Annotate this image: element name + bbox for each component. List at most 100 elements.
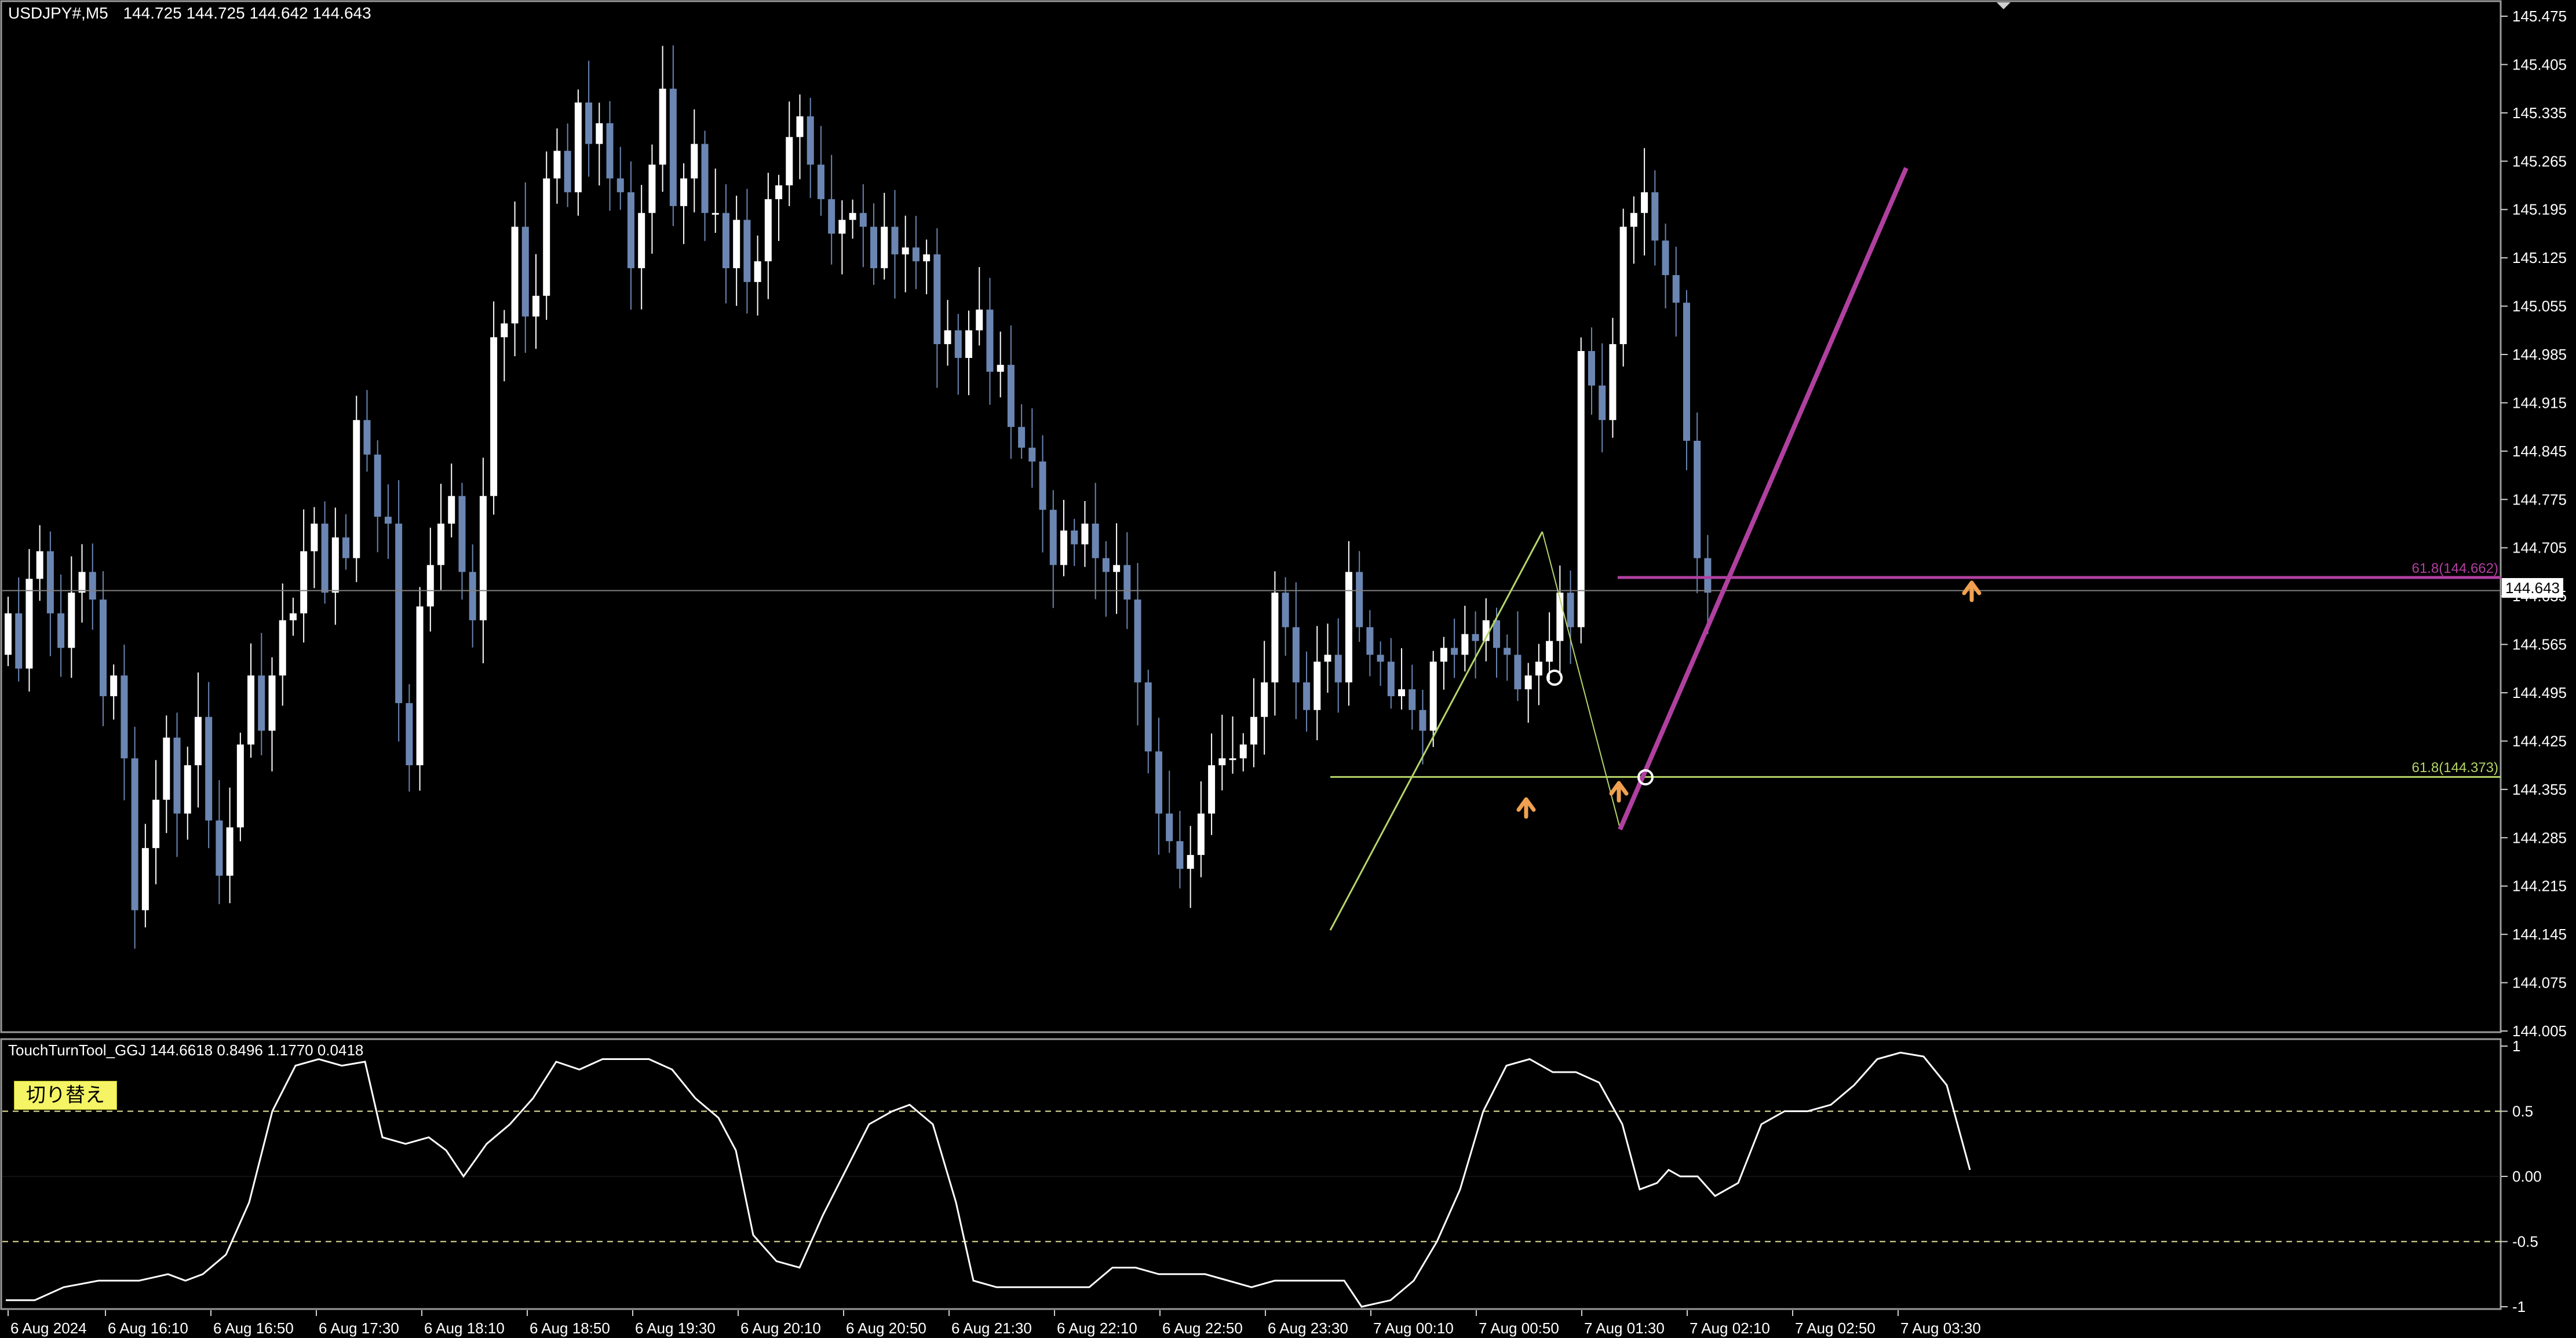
candle-body [553,151,561,179]
time-tick-label: 7 Aug 00:50 [1479,1319,1559,1337]
candle-body [1535,661,1542,676]
candle-body [448,496,455,524]
indicator-panel: 1 0.5 0.00 -0.5 -1 [2,1037,2542,1315]
candle-body [669,89,677,206]
touch-circle-icon [1546,670,1563,686]
candle-body [163,737,170,800]
candle-body [954,330,962,358]
candle-body [775,185,783,199]
candle-body [1197,813,1205,856]
candle-body [1609,344,1617,421]
time-tick-label: 6 Aug 22:10 [1057,1319,1137,1337]
candle-body [1303,682,1311,710]
candle-body [1672,275,1680,303]
candle-body [849,213,856,220]
candle-body [268,675,276,731]
indicator-tick-label: 0.00 [2512,1168,2542,1185]
candle-body [1292,627,1300,683]
price-tick-label: 144.705 [2512,539,2567,557]
candle-body [141,848,149,911]
candle-body [711,213,719,215]
symbol-label: USDJPY#,M5 [8,4,108,22]
buy-arrow-icon [1962,580,1982,602]
price-tick-label: 144.915 [2512,394,2567,411]
candlestick-series [5,45,1712,949]
candle-body [944,330,951,345]
candle-body [99,599,107,696]
candle-body [1324,655,1331,662]
time-tick-label: 6 Aug 17:30 [319,1319,399,1337]
svg-text:USDJPY#,M5 144.725 144.725: USDJPY#,M5 144.725 144.725 144.642 144.6… [8,4,371,22]
candle-body [1619,226,1627,345]
candle-body [1028,447,1036,462]
price-tick-label: 144.775 [2512,491,2567,508]
candle-body [1007,364,1015,427]
candle-body [479,496,487,620]
buy-arrow-icon [1609,781,1629,803]
candle-body [501,323,508,338]
time-tick-label: 6 Aug 2024 [10,1319,87,1337]
candle-body [616,178,624,192]
candle-body [1187,855,1194,869]
candle-body [121,675,128,759]
candle-body [1694,440,1701,558]
trend-line-green-down [1542,531,1621,829]
candle-body [870,226,878,269]
price-tick-label: 145.475 [2512,8,2567,25]
time-tick-label: 6 Aug 22:50 [1162,1319,1243,1337]
price-tick-label: 144.285 [2512,829,2567,846]
current-price-label: 144.643 [2505,579,2560,597]
candle-body [458,496,466,572]
price-tick-label: 145.195 [2512,201,2567,218]
toggle-button[interactable]: 切り替え [14,1081,117,1110]
candle-body [236,744,244,828]
time-tick-label: 7 Aug 01:30 [1584,1319,1665,1337]
price-tick-label: 144.005 [2512,1022,2567,1040]
indicator-tick-label: 0.5 [2512,1103,2533,1120]
candle-body [384,517,392,524]
candle-body [754,261,761,282]
price-tick-label: 144.845 [2512,443,2567,460]
candle-body [564,151,571,192]
candle-body [311,524,318,551]
candle-body [1524,675,1532,690]
candle-body [1123,565,1131,600]
candle-body [184,765,191,814]
candle-body [5,613,12,655]
candle-body [733,220,740,269]
candle-body [891,226,899,255]
indicator-line [6,1051,1971,1308]
candle-body [68,593,75,648]
indicator-title: TouchTurnTool_GGJ 144.6618 0.8496 1.1770… [8,1041,363,1059]
candle-body [1630,213,1637,227]
time-tick-label: 7 Aug 00:10 [1373,1319,1454,1337]
candle-body [1218,758,1226,766]
trend-line-green-up [1329,531,1544,931]
main-chart-frame [0,0,2502,1033]
candle-body [395,524,403,703]
time-tick-label: 6 Aug 21:30 [951,1319,1032,1337]
candle-body [1461,634,1469,655]
candle-body [859,213,867,227]
candle-body [1155,751,1162,814]
price-tick-label: 144.495 [2512,684,2567,701]
candle-body [1683,302,1690,441]
candle-body [152,799,160,849]
scroll-marker-icon[interactable] [1997,2,2011,9]
candle-body [1419,710,1426,731]
candle-body [1451,648,1458,655]
candle-body [131,758,138,911]
candle-body [331,537,339,593]
time-tick-label: 6 Aug 19:30 [635,1319,716,1337]
trend-line-magenta [1618,167,1909,831]
candle-body [1081,524,1089,544]
time-tick-label: 6 Aug 18:10 [424,1319,505,1337]
candle-body [57,613,65,648]
indicator-tick-label: -1 [2512,1298,2526,1315]
candle-body [1599,385,1606,421]
candle-body [838,220,846,234]
candle-body [606,123,614,179]
candle-body [796,116,804,137]
current-price-tag [2502,578,2563,598]
